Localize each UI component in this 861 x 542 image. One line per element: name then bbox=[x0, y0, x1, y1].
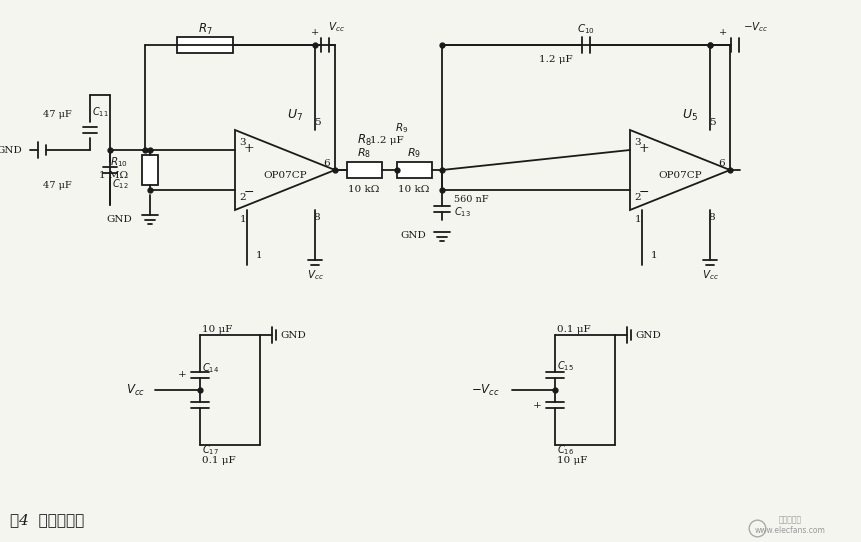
Text: GND: GND bbox=[0, 145, 22, 154]
Text: 3: 3 bbox=[239, 138, 246, 146]
Text: 1.2 μF: 1.2 μF bbox=[539, 55, 573, 63]
Text: $R_7$: $R_7$ bbox=[197, 22, 212, 36]
Text: $U_7$: $U_7$ bbox=[287, 107, 303, 122]
Text: GND: GND bbox=[635, 332, 660, 340]
Text: 2: 2 bbox=[634, 193, 641, 203]
Text: 1: 1 bbox=[634, 216, 641, 224]
Text: $V_{cc}$: $V_{cc}$ bbox=[328, 20, 344, 34]
Text: $R_8$: $R_8$ bbox=[356, 132, 371, 147]
Text: $-V_{cc}$: $-V_{cc}$ bbox=[742, 20, 768, 34]
Text: 1: 1 bbox=[256, 251, 262, 261]
Bar bbox=[177, 37, 232, 53]
Text: $V_{cc}$: $V_{cc}$ bbox=[126, 383, 145, 397]
Text: $R_9$: $R_9$ bbox=[395, 121, 408, 135]
Text: GND: GND bbox=[280, 332, 306, 340]
Text: 图4  带通滤波器: 图4 带通滤波器 bbox=[10, 513, 84, 527]
Text: $R_{10}$: $R_{10}$ bbox=[110, 155, 127, 169]
Text: −: − bbox=[638, 185, 648, 198]
Text: 2: 2 bbox=[239, 193, 246, 203]
Text: $C_{16}$: $C_{16}$ bbox=[556, 443, 573, 457]
Text: 10 kΩ: 10 kΩ bbox=[398, 185, 429, 195]
Bar bbox=[142, 155, 158, 185]
Text: 1.2 μF: 1.2 μF bbox=[369, 136, 403, 145]
Text: 5: 5 bbox=[313, 118, 320, 126]
Text: OP07CP: OP07CP bbox=[658, 171, 701, 179]
Text: GND: GND bbox=[400, 231, 425, 241]
Text: 10 μF: 10 μF bbox=[556, 456, 586, 466]
Text: 6: 6 bbox=[718, 159, 724, 169]
Text: +: + bbox=[638, 141, 648, 154]
Text: 47 μF: 47 μF bbox=[43, 109, 72, 119]
Text: +: + bbox=[311, 28, 319, 36]
Text: $-V_{cc}$: $-V_{cc}$ bbox=[471, 383, 499, 397]
Text: 47 μF: 47 μF bbox=[43, 182, 72, 190]
Text: 10 μF: 10 μF bbox=[201, 326, 232, 334]
Text: $C_{15}$: $C_{15}$ bbox=[556, 359, 573, 373]
Text: 3: 3 bbox=[634, 138, 641, 146]
Text: 1: 1 bbox=[650, 251, 657, 261]
Text: 0.1 μF: 0.1 μF bbox=[201, 456, 235, 466]
Text: −: − bbox=[244, 185, 254, 198]
Text: $C_{11}$: $C_{11}$ bbox=[92, 105, 108, 119]
Text: GND: GND bbox=[106, 216, 132, 224]
Text: $R_9$: $R_9$ bbox=[406, 146, 420, 160]
Text: 1 MΩ: 1 MΩ bbox=[99, 171, 127, 180]
Text: $C_{14}$: $C_{14}$ bbox=[201, 361, 219, 375]
Text: +: + bbox=[178, 371, 187, 379]
Text: 0.1 μF: 0.1 μF bbox=[556, 326, 590, 334]
Bar bbox=[397, 162, 431, 178]
Text: 1: 1 bbox=[239, 216, 246, 224]
Text: $U_5$: $U_5$ bbox=[681, 107, 697, 122]
Text: $C_{17}$: $C_{17}$ bbox=[201, 443, 219, 457]
Text: $R_8$: $R_8$ bbox=[356, 146, 370, 160]
Text: +: + bbox=[718, 28, 727, 36]
Text: $V_{cc}$: $V_{cc}$ bbox=[701, 268, 718, 282]
Text: $C_{13}$: $C_{13}$ bbox=[454, 205, 470, 219]
Text: OP07CP: OP07CP bbox=[263, 171, 307, 179]
Text: +: + bbox=[244, 141, 254, 154]
Text: 560 nF: 560 nF bbox=[454, 196, 488, 204]
Text: 8: 8 bbox=[313, 214, 320, 223]
Text: 8: 8 bbox=[708, 214, 715, 223]
Text: 5: 5 bbox=[708, 118, 715, 126]
Text: 电子发烧友
www.elecfans.com: 电子发烧友 www.elecfans.com bbox=[753, 515, 825, 535]
Text: 6: 6 bbox=[324, 159, 330, 169]
Text: $V_{cc}$: $V_{cc}$ bbox=[307, 268, 323, 282]
Text: $C_{12}$: $C_{12}$ bbox=[112, 177, 128, 191]
Text: $C_{10}$: $C_{10}$ bbox=[576, 22, 594, 36]
Text: 10 kΩ: 10 kΩ bbox=[348, 185, 379, 195]
Bar bbox=[347, 162, 381, 178]
Text: +: + bbox=[533, 402, 542, 410]
